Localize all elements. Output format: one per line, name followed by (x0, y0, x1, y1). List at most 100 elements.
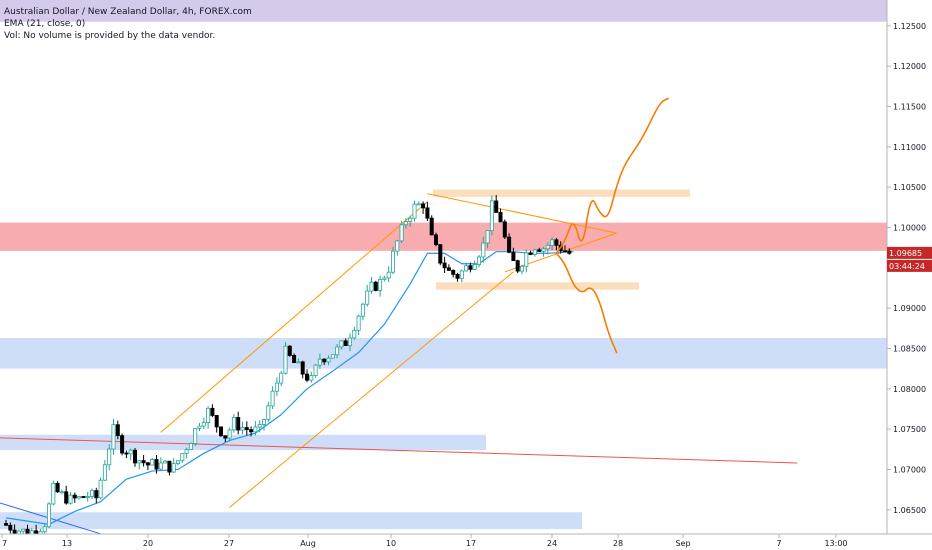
countdown-tag: 03:44:24 (887, 259, 932, 272)
candle-body (373, 281, 378, 291)
candle-body (257, 424, 262, 428)
candle-body (201, 422, 206, 427)
line-channel-upper (160, 201, 428, 433)
candle-body (550, 239, 555, 246)
candle-body (317, 358, 322, 366)
candle-body (279, 372, 284, 384)
candle-body (554, 239, 559, 246)
candle-body (77, 496, 82, 499)
candle-body (326, 357, 331, 363)
candle-body (408, 217, 413, 222)
candle-body (214, 415, 219, 428)
candle-body (399, 224, 404, 242)
x-tick-label: 28 (613, 539, 623, 548)
candle-body (335, 346, 340, 356)
line-channel-lower (229, 271, 514, 508)
candle-body (227, 429, 232, 439)
candle-body (313, 364, 318, 376)
candle-body (416, 203, 421, 206)
candle-body (412, 203, 417, 219)
candle-body (210, 407, 215, 416)
candle-body (47, 503, 52, 528)
candle-body (107, 448, 112, 466)
candle-body (459, 270, 464, 279)
y-tick-label: 1.08000 (893, 385, 926, 394)
zone-orange-bottom (436, 282, 639, 290)
candle-body (296, 361, 301, 364)
y-tick-label: 1.07000 (893, 465, 926, 474)
ema-legend[interactable]: EMA (21, close, 0) (4, 19, 86, 29)
candle-body (515, 260, 520, 272)
candle-body (545, 244, 550, 250)
candle-body (421, 203, 426, 209)
x-tick-label: 20 (143, 539, 153, 548)
candle-body (365, 290, 370, 305)
candle-body (85, 496, 90, 498)
last-price-label: 1.09685 (889, 249, 922, 258)
candle-body (180, 453, 185, 462)
candle-body (184, 449, 189, 454)
candle-body (507, 236, 512, 253)
candle-body (451, 269, 456, 275)
candle-body (150, 459, 155, 466)
y-tick-label: 1.12500 (893, 22, 926, 31)
candle-body (68, 494, 73, 504)
zone-red (0, 222, 887, 251)
x-tick-label: Sep (675, 539, 690, 548)
y-tick-label: 1.12000 (893, 62, 926, 71)
candle-body (347, 337, 352, 346)
candle-body (218, 426, 223, 437)
candle-body (16, 530, 21, 535)
candle-body (240, 427, 245, 431)
y-tick-label: 1.10000 (893, 223, 926, 232)
candle-body (433, 234, 438, 246)
candle-body (249, 429, 254, 433)
line-red-trendline (0, 437, 798, 464)
candle-body (137, 460, 142, 464)
candle-body (167, 460, 172, 473)
candle-body (464, 265, 469, 272)
candle-body (145, 462, 150, 466)
candle-body (352, 329, 357, 339)
candle-body (12, 529, 17, 535)
candle-body (481, 242, 486, 258)
candle-body (197, 425, 202, 429)
candle-body (111, 424, 116, 450)
candle-body (21, 528, 26, 532)
candle-body (472, 264, 477, 270)
candle-body (51, 482, 56, 505)
candle-body (98, 479, 103, 499)
candle-body (455, 273, 460, 279)
ema-layer (5, 251, 574, 525)
y-tick-label: 1.11000 (893, 143, 926, 152)
candle-body (360, 303, 365, 317)
candle-body (223, 435, 228, 439)
candle-body (476, 256, 481, 265)
zone-blue-upper (0, 337, 887, 369)
candle-body (124, 452, 129, 455)
candle-body (141, 460, 146, 464)
x-tick-label: 7 (2, 539, 7, 548)
projections-layer (555, 97, 669, 354)
last-price-tag: 1.09685 (887, 246, 932, 259)
candle-body (339, 340, 344, 348)
candle-body (8, 524, 13, 531)
countdown-label: 03:44:24 (889, 262, 925, 271)
x-tick-label: 24 (547, 539, 557, 548)
zone-purple (0, 0, 887, 22)
candle-body (171, 463, 176, 473)
candle-body (94, 490, 99, 499)
time-axis[interactable]: 7 13 20 27 Aug 10 17 24 28 Sep 7 13:00 (1, 534, 848, 548)
candle-body (322, 358, 327, 363)
candle-body (446, 267, 451, 271)
candle-body (300, 361, 305, 375)
candle-body (59, 491, 64, 494)
symbol-title[interactable]: Australian Dollar / New Zealand Dollar, … (4, 7, 252, 17)
time-axis-background[interactable] (0, 534, 932, 550)
candle-body (158, 462, 163, 470)
candle-body (304, 373, 309, 381)
candle-body (283, 345, 288, 374)
candle-body (343, 340, 348, 346)
